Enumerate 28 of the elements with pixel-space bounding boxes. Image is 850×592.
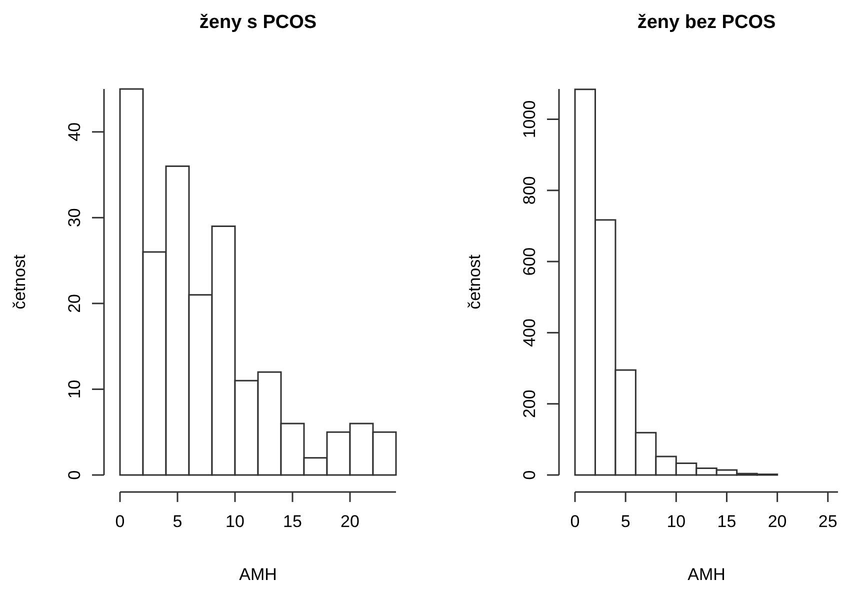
x-tick-label: 0 <box>570 512 580 531</box>
y-tick-label: 600 <box>520 247 539 276</box>
x-tick-label: 20 <box>340 512 360 531</box>
y-tick-label: 20 <box>65 294 84 313</box>
y-tick-label: 40 <box>65 122 84 142</box>
y-tick-label: 0 <box>520 470 539 480</box>
x-tick-label: 10 <box>226 512 244 531</box>
x-tick-label: 5 <box>620 512 630 531</box>
x-tick-label: 25 <box>818 512 838 531</box>
y-axis-title: četnost <box>465 254 484 310</box>
y-tick-label: 400 <box>520 318 539 347</box>
y-tick-label: 800 <box>520 176 539 205</box>
chart-title: ženy s PCOS <box>199 12 317 33</box>
y-tick-label: 200 <box>520 390 539 418</box>
chart-title: ženy bez PCOS <box>637 12 776 33</box>
x-tick-label: 5 <box>172 512 182 531</box>
x-axis-title: AMH <box>239 565 277 584</box>
x-tick-label: 10 <box>666 512 686 531</box>
x-tick-label: 15 <box>717 512 736 531</box>
x-axis-title: AMH <box>688 565 726 584</box>
y-tick-label: 30 <box>65 208 84 228</box>
y-tick-label: 1000 <box>520 100 539 138</box>
y-tick-label: 10 <box>65 380 84 399</box>
x-tick-label: 15 <box>283 512 302 531</box>
y-tick-label: 0 <box>65 470 84 480</box>
y-axis-title: četnost <box>10 254 29 310</box>
x-tick-label: 20 <box>768 512 787 531</box>
x-tick-label: 0 <box>115 512 125 531</box>
